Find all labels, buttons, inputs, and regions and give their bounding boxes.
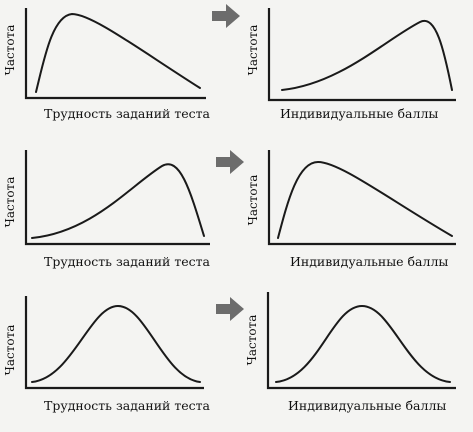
row-2-left-curve — [31, 163, 205, 239]
right-arrow-icon — [216, 150, 244, 174]
row-1-right-ylabel: Частота — [246, 25, 260, 76]
row-3-right-axes — [266, 292, 456, 390]
row-3-left-panel: Частота Трудность заданий теста — [3, 296, 211, 413]
row-3-right-ylabel: Частота — [245, 315, 259, 366]
row-2: Частота Трудность заданий теста Частота … — [3, 150, 456, 269]
row-1-left-ylabel: Частота — [3, 25, 17, 76]
row-3-right-panel: Частота Индивидуальные баллы — [245, 292, 456, 413]
row-1-right-panel: Частота Индивидуальные баллы — [246, 8, 456, 121]
row-1-left-xlabel: Трудность заданий теста — [44, 106, 211, 121]
row-1-left-curve — [35, 12, 201, 93]
row-3-left-axes — [24, 296, 204, 390]
row-1-right-curve — [281, 19, 453, 91]
row-2-left-ylabel: Частота — [3, 177, 17, 228]
row-1-right-xlabel: Индивидуальные баллы — [280, 106, 438, 121]
row-1: Частота Трудность заданий теста Частота … — [3, 4, 456, 121]
row-2-right-xlabel: Индивидуальные баллы — [290, 254, 448, 269]
row-3-right-curve — [275, 304, 451, 383]
row-2-right-axes — [267, 150, 456, 246]
row-1-right-axes — [267, 8, 456, 102]
row-3-left-xlabel: Трудность заданий теста — [44, 398, 211, 413]
row-1-left-axes — [24, 8, 206, 100]
row-2-right-ylabel: Частота — [246, 175, 260, 226]
row-3-left-curve — [31, 304, 201, 383]
row-2-right-panel: Частота Индивидуальные баллы — [246, 150, 456, 269]
row-2-left-axes — [24, 150, 210, 246]
row-2-left-xlabel: Трудность заданий теста — [44, 254, 211, 269]
row-3-right-xlabel: Индивидуальные баллы — [288, 398, 446, 413]
row-1-left-panel: Частота Трудность заданий теста — [3, 8, 211, 121]
row-3: Частота Трудность заданий теста Частота … — [3, 292, 456, 413]
row-3-left-ylabel: Частота — [3, 325, 17, 376]
right-arrow-icon — [216, 297, 244, 321]
row-2-right-curve — [277, 160, 453, 239]
right-arrow-icon — [212, 4, 240, 28]
row-2-left-panel: Частота Трудность заданий теста — [3, 150, 211, 269]
